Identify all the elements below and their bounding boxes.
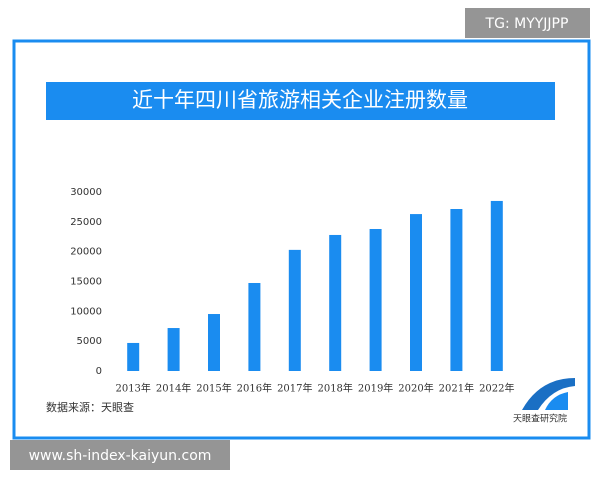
- bar: [208, 314, 220, 371]
- x-tick-label: 2021年: [439, 382, 474, 395]
- x-tick-label: 2017年: [277, 382, 312, 395]
- x-tick-label: 2015年: [196, 382, 231, 395]
- bar: [369, 228, 382, 371]
- y-tick-label: 25000: [70, 217, 102, 228]
- logo-icon: [522, 378, 575, 410]
- bar: [329, 234, 342, 371]
- chart-title: 近十年四川省旅游相关企业注册数量: [132, 88, 468, 112]
- watermark-box: [465, 8, 590, 38]
- y-tick-label: 0: [96, 366, 102, 377]
- x-tick-label: 2018年: [317, 382, 352, 395]
- y-tick-label: 20000: [70, 247, 102, 258]
- logo-icon: [545, 392, 568, 410]
- x-tick-label: 2019年: [358, 382, 393, 395]
- bar: [410, 214, 422, 371]
- x-tick-label: 2013年: [115, 382, 150, 395]
- bar: [288, 249, 301, 371]
- url-box: [10, 440, 230, 470]
- title-banner: [46, 82, 555, 120]
- url: www.sh-index-kaiyun.com: [29, 448, 212, 464]
- y-tick-label: 10000: [70, 306, 102, 317]
- x-tick-label: 2016年: [237, 382, 272, 395]
- y-tick-label: 30000: [70, 187, 102, 198]
- x-tick-label: 2014年: [156, 382, 191, 395]
- source: 数据来源：天眼查: [46, 400, 134, 414]
- x-tick-label: 2020年: [398, 382, 433, 395]
- logo-text: 天眼查研究院: [513, 413, 567, 425]
- y-tick-label: 15000: [70, 277, 102, 288]
- bar: [248, 282, 261, 371]
- bar: [450, 209, 463, 371]
- bar: [127, 342, 140, 371]
- watermark: TG: MYYJJPP: [485, 16, 569, 32]
- x-tick-label: 2022年: [479, 382, 514, 395]
- bar: [490, 200, 503, 371]
- bar: [167, 328, 180, 371]
- y-tick-label: 5000: [77, 336, 102, 347]
